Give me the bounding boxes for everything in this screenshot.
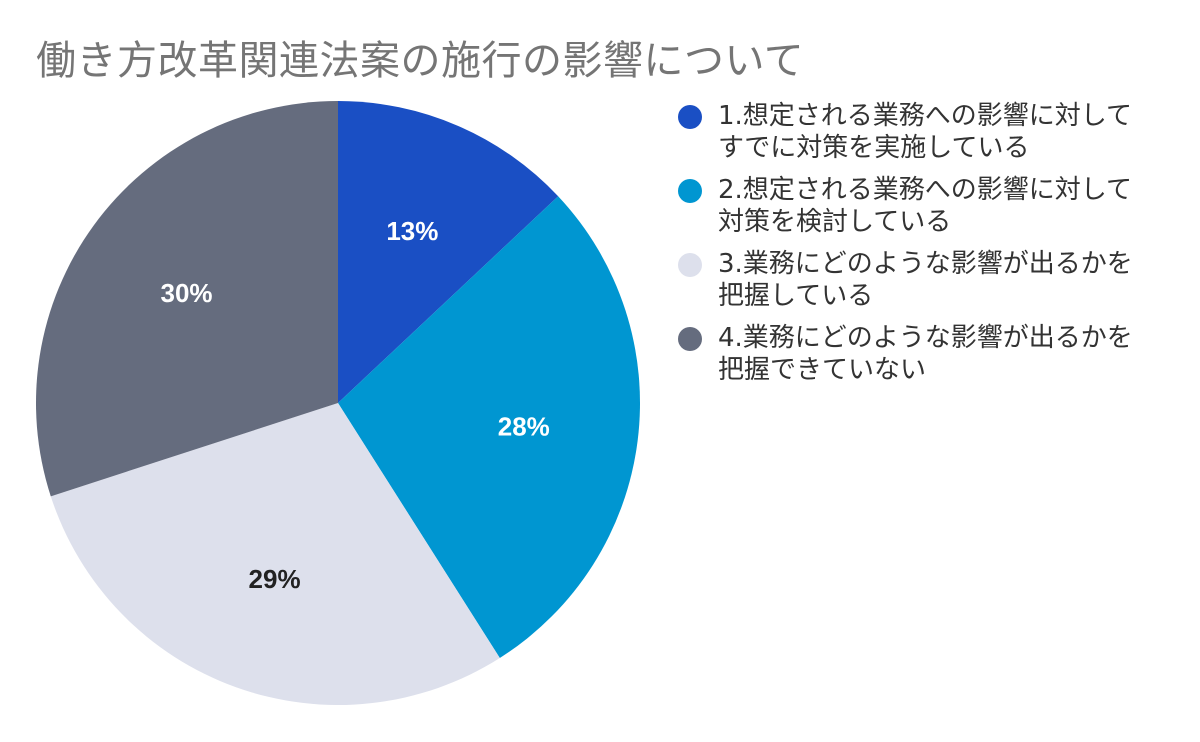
- chart-title: 働き方改革関連法案の施行の影響について: [36, 38, 805, 84]
- legend-item-4: 4.業務にどのような影響が出るかを把握できていない: [678, 322, 1178, 386]
- legend: 1.想定される業務への影響に対してすでに対策を実施している 2.想定される業務へ…: [678, 100, 1178, 396]
- legend-swatch-2: [678, 179, 702, 203]
- pie-chart: 13% 28% 29% 30%: [35, 101, 640, 705]
- legend-swatch-1: [678, 105, 702, 129]
- legend-item-3: 3.業務にどのような影響が出るかを把握している: [678, 248, 1178, 312]
- pie-slice-4-value-label: 30%: [160, 278, 212, 308]
- legend-swatch-3: [678, 253, 702, 277]
- pie-slice-3: [50, 403, 500, 705]
- legend-label-2: 2.想定される業務への影響に対して対策を検討している: [718, 175, 1133, 237]
- legend-swatch-4: [678, 327, 702, 351]
- legend-label-1: 1.想定される業務への影響に対してすでに対策を実施している: [718, 101, 1133, 163]
- legend-item-2: 2.想定される業務への影響に対して対策を検討している: [678, 174, 1178, 238]
- pie-slice-1: [338, 101, 559, 403]
- legend-label-3: 3.業務にどのような影響が出るかを把握している: [718, 249, 1133, 311]
- legend-label-4: 4.業務にどのような影響が出るかを把握できていない: [718, 323, 1133, 385]
- pie-slice-3-value-label: 29%: [249, 564, 301, 594]
- pie-slice-2-value-label: 28%: [498, 411, 550, 441]
- legend-item-1: 1.想定される業務への影響に対してすでに対策を実施している: [678, 100, 1178, 164]
- pie-slice-2: [338, 196, 640, 658]
- pie-slice-1-value-label: 13%: [386, 216, 438, 246]
- pie-slice-4: [35, 101, 339, 497]
